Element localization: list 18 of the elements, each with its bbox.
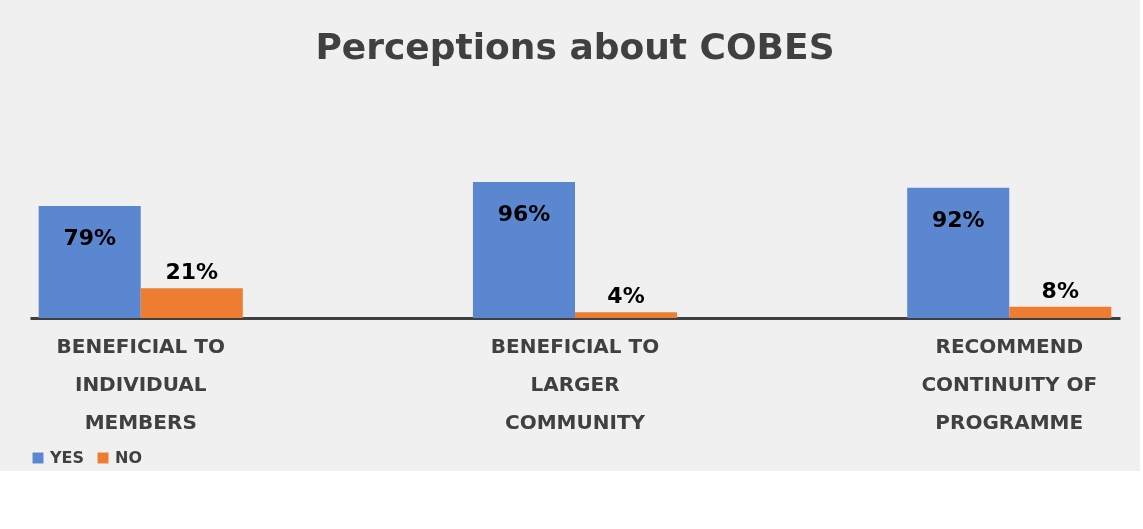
bar: [1009, 306, 1112, 318]
x-tick-label: BENEFICIAL TO LARGER COMMUNITY: [490, 333, 660, 434]
legend-label: NO: [115, 448, 142, 467]
data-label: 21%: [165, 259, 219, 285]
data-label: 92%: [931, 206, 985, 232]
data-label: 96%: [497, 201, 551, 226]
data-label: 4%: [607, 283, 645, 309]
legend-label: YES: [49, 448, 85, 467]
bar: [38, 206, 141, 318]
bar: [472, 182, 575, 318]
chart-title: Perceptions about COBES: [315, 26, 835, 67]
data-label: 79%: [63, 225, 117, 251]
data-label: 8%: [1041, 277, 1079, 303]
bar: [575, 312, 678, 318]
bar: [140, 288, 243, 318]
x-tick-label: BENEFICIAL TO INDIVIDUAL MEMBERS: [56, 333, 225, 434]
x-tick-label: RECOMMEND CONTINUITY OF PROGRAMME: [921, 333, 1098, 434]
bar: [907, 187, 1010, 318]
